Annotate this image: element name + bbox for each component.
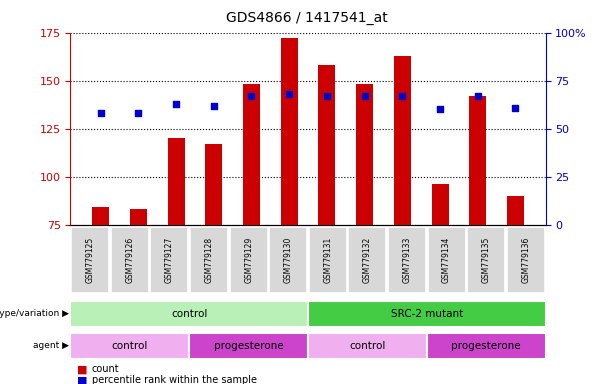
FancyBboxPatch shape [507,227,545,293]
Point [435,106,445,113]
Text: GDS4866 / 1417541_at: GDS4866 / 1417541_at [226,11,387,25]
Text: GSM779126: GSM779126 [126,237,134,283]
Text: GSM779133: GSM779133 [403,237,411,283]
Bar [130,209,147,225]
Bar [318,65,335,225]
Point [246,93,256,99]
FancyBboxPatch shape [309,227,347,293]
FancyBboxPatch shape [190,227,228,293]
FancyBboxPatch shape [189,333,308,359]
Text: count: count [92,364,120,374]
FancyBboxPatch shape [388,227,426,293]
FancyBboxPatch shape [71,227,109,293]
Text: control: control [112,341,148,351]
Bar [92,207,109,225]
FancyBboxPatch shape [428,227,466,293]
Text: GSM779128: GSM779128 [205,237,213,283]
FancyBboxPatch shape [111,227,149,293]
FancyBboxPatch shape [348,227,386,293]
Text: GSM779134: GSM779134 [442,237,451,283]
Text: progesterone: progesterone [214,341,283,351]
Text: genotype/variation ▶: genotype/variation ▶ [0,310,69,318]
FancyBboxPatch shape [70,333,189,359]
Bar [356,84,373,225]
Text: control: control [171,309,207,319]
FancyBboxPatch shape [269,227,307,293]
Point [209,103,219,109]
Text: ■: ■ [77,364,87,374]
Bar [432,184,449,225]
Text: GSM779135: GSM779135 [482,237,490,283]
Text: percentile rank within the sample: percentile rank within the sample [92,375,257,384]
Point [397,93,407,99]
Text: GSM779125: GSM779125 [86,237,95,283]
Text: GSM779127: GSM779127 [165,237,174,283]
Point [322,93,332,99]
Text: GSM779131: GSM779131 [323,237,332,283]
Point [284,91,294,97]
FancyBboxPatch shape [70,301,308,327]
Bar [281,38,298,225]
Text: agent ▶: agent ▶ [33,341,69,350]
Text: GSM779130: GSM779130 [284,237,293,283]
FancyBboxPatch shape [230,227,268,293]
Text: GSM779132: GSM779132 [363,237,372,283]
FancyBboxPatch shape [308,301,546,327]
Point [96,110,105,116]
Bar [243,84,260,225]
Bar [507,196,524,225]
Bar [167,138,185,225]
Point [171,101,181,107]
FancyBboxPatch shape [467,227,505,293]
Text: SRC-2 mutant: SRC-2 mutant [390,309,463,319]
Bar [394,56,411,225]
Point [360,93,370,99]
Text: ■: ■ [77,375,87,384]
Text: GSM779136: GSM779136 [521,237,530,283]
Point [473,93,482,99]
FancyBboxPatch shape [427,333,546,359]
Text: control: control [349,341,386,351]
Text: GSM779129: GSM779129 [244,237,253,283]
Text: progesterone: progesterone [451,341,521,351]
Point [511,104,520,111]
Point [134,110,143,116]
Bar [470,96,486,225]
FancyBboxPatch shape [150,227,188,293]
FancyBboxPatch shape [308,333,427,359]
Bar [205,144,223,225]
